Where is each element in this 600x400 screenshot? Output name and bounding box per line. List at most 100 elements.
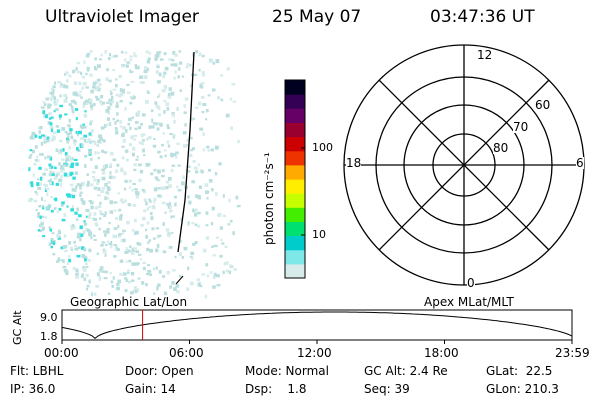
uv-speckle	[91, 293, 94, 297]
uv-speckle	[101, 168, 105, 171]
uv-speckle	[193, 166, 198, 170]
uv-speckle	[29, 135, 34, 140]
uv-speckle	[133, 96, 136, 99]
uv-speckle	[110, 91, 113, 96]
uv-speckle	[170, 63, 175, 67]
uv-speckle	[86, 284, 90, 288]
uv-speckle	[202, 248, 207, 253]
uv-speckle	[215, 236, 219, 239]
uv-speckle	[40, 221, 44, 226]
uv-speckle	[126, 61, 131, 64]
uv-speckle	[129, 186, 132, 189]
uv-speckle	[192, 160, 196, 163]
uv-speckle	[213, 244, 218, 248]
uv-speckle	[114, 248, 117, 251]
uv-speckle	[85, 86, 90, 89]
uv-speckle	[60, 164, 64, 169]
uv-speckle	[90, 291, 94, 295]
uv-speckle	[106, 228, 110, 231]
uv-speckle	[108, 175, 113, 180]
uv-speckle	[149, 199, 152, 204]
uv-speckle	[121, 145, 125, 148]
uv-speckle	[83, 60, 86, 65]
uv-speckle	[75, 66, 78, 71]
uv-speckle	[237, 139, 240, 144]
uv-speckle	[140, 223, 144, 227]
uv-speckle	[205, 109, 209, 113]
uv-speckle	[205, 118, 208, 121]
uv-speckle	[74, 247, 78, 251]
uv-speckle	[178, 50, 182, 53]
uv-speckle	[133, 54, 138, 58]
uv-speckle	[72, 224, 75, 228]
uv-speckle	[69, 131, 72, 135]
uv-speckle	[99, 268, 102, 272]
uv-speckle	[211, 206, 215, 211]
uv-speckle	[131, 229, 135, 232]
uv-speckle	[161, 169, 165, 173]
uv-speckle	[171, 281, 175, 285]
colorbar-segment	[285, 164, 305, 180]
uv-speckle	[121, 156, 125, 160]
uv-speckle	[138, 141, 141, 144]
uv-speckle	[38, 224, 42, 228]
uv-speckle	[177, 75, 180, 79]
mlt-label-18: 18	[346, 156, 362, 170]
uv-speckle	[148, 135, 152, 140]
uv-speckle	[62, 265, 67, 269]
uv-speckle	[34, 134, 38, 138]
uv-speckle	[59, 148, 62, 153]
uv-speckle	[68, 174, 73, 177]
uv-speckle	[187, 266, 190, 271]
terminator-line	[177, 51, 195, 253]
uv-speckle	[213, 273, 217, 277]
uv-speckle	[113, 227, 118, 230]
uv-speckle	[47, 121, 51, 125]
uv-speckle	[127, 280, 132, 284]
uv-speckle	[86, 287, 89, 291]
uv-speckle	[112, 69, 116, 72]
uv-speckle	[201, 54, 205, 58]
uv-speckle	[225, 261, 229, 265]
x-tick-label-1800: 18:00	[424, 346, 459, 360]
uv-speckle	[92, 102, 96, 107]
uv-speckle	[175, 284, 180, 288]
colorbar-gradient	[285, 80, 305, 279]
uv-speckle	[58, 235, 61, 239]
uv-speckle	[162, 222, 165, 226]
uv-speckle	[61, 158, 65, 161]
uv-speckle	[214, 145, 218, 150]
uv-speckle	[67, 124, 71, 127]
uv-speckle	[50, 128, 53, 133]
uv-speckle	[219, 255, 223, 258]
uv-speckle	[177, 189, 182, 192]
uv-speckle	[70, 105, 74, 109]
uv-speckle	[210, 148, 214, 152]
uv-speckle	[121, 232, 125, 235]
uv-speckle	[113, 201, 118, 204]
uv-speckle	[148, 51, 152, 55]
uv-speckle	[104, 270, 108, 274]
uv-speckle	[218, 212, 222, 217]
uv-speckle	[163, 85, 168, 89]
altitude-ylabel: GC Alt	[11, 310, 24, 345]
uv-speckle	[186, 170, 191, 173]
uv-speckle	[176, 107, 180, 111]
uv-speckle	[62, 260, 65, 264]
uv-speckle	[88, 212, 92, 216]
uv-speckle	[184, 97, 189, 101]
mlt-label-12: 12	[477, 48, 493, 62]
uv-speckle	[140, 122, 143, 126]
uv-speckle	[120, 50, 124, 54]
uv-speckle	[83, 255, 88, 259]
uv-speckle	[146, 207, 150, 211]
uv-speckle	[126, 91, 131, 95]
uv-speckle	[133, 134, 137, 138]
uv-speckle	[194, 223, 198, 226]
uv-speckle	[220, 238, 223, 242]
uv-speckle	[170, 152, 174, 156]
uv-speckle	[85, 265, 89, 269]
uv-speckle	[151, 118, 154, 123]
uv-speckle	[67, 135, 70, 139]
uv-speckle	[135, 158, 139, 161]
